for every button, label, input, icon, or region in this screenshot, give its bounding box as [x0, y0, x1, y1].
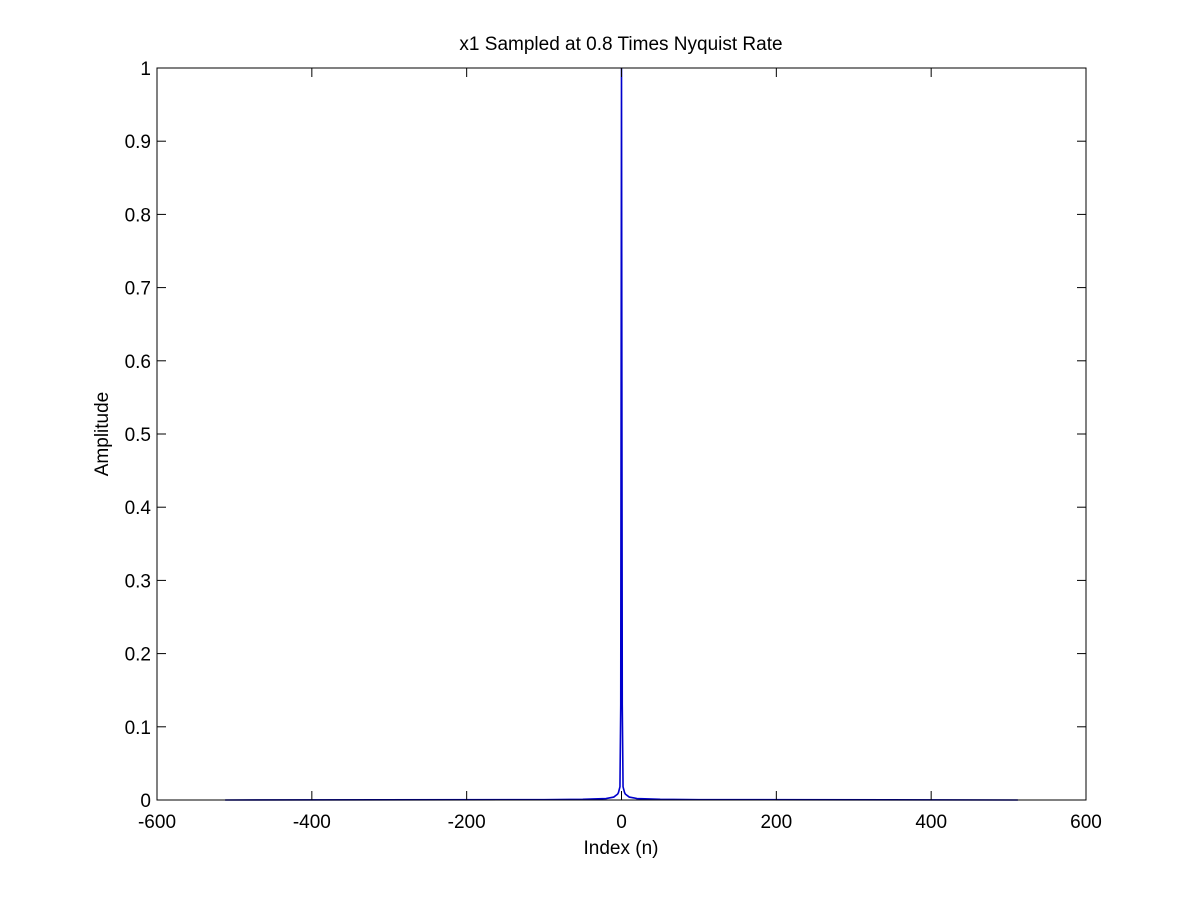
chart-title: x1 Sampled at 0.8 Times Nyquist Rate [459, 34, 782, 55]
x-tick-label: 200 [760, 812, 792, 833]
y-tick-label: 0.5 [125, 425, 151, 446]
x-axis-label: Index (n) [584, 838, 659, 859]
x-tick-label: -400 [293, 812, 331, 833]
y-tick-label: 0.8 [125, 205, 151, 226]
x-tick-label: 400 [915, 812, 947, 833]
y-tick-label: 0.9 [125, 132, 151, 153]
y-tick-label: 0.6 [125, 352, 151, 373]
y-tick-label: 0.2 [125, 645, 151, 666]
y-axis-label: Amplitude [92, 392, 113, 477]
x-tick-label: 0 [616, 812, 627, 833]
y-tick-label: 1 [140, 59, 151, 80]
x-tick-label: -200 [448, 812, 486, 833]
y-tick-label: 0.3 [125, 571, 151, 592]
y-tick-label: 0.4 [125, 498, 152, 519]
y-tick-label: 0.1 [125, 718, 151, 739]
y-tick-label: 0.7 [125, 279, 151, 300]
x-tick-label: -600 [138, 812, 176, 833]
y-tick-label: 0 [140, 791, 151, 812]
x-tick-label: 600 [1070, 812, 1102, 833]
ticks-layer: -600 -400 -200 0 200 400 600 0 0.1 0.2 0.3 0.4 0.5 0.… [125, 59, 1102, 833]
